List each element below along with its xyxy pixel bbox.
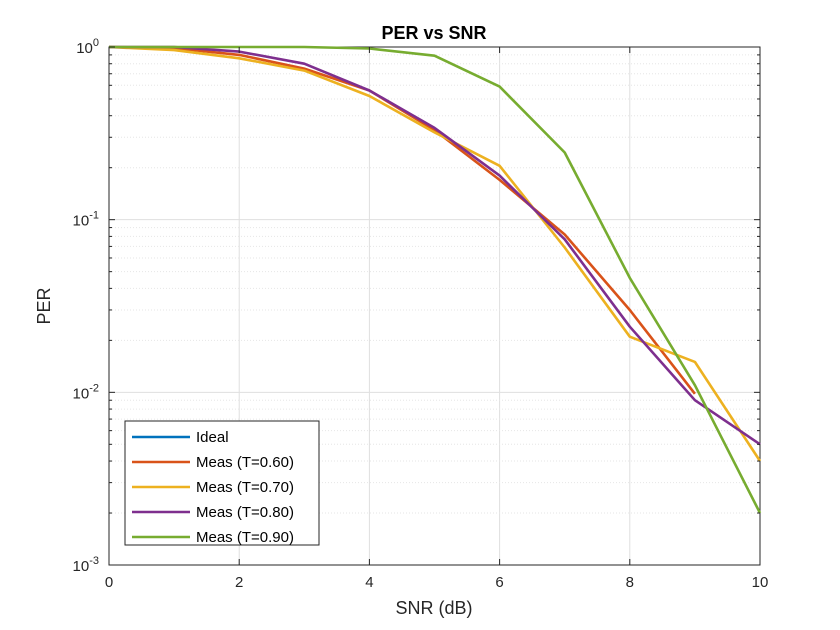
x-tick-label: 6 (495, 574, 503, 591)
legend-label-2: Meas (T=0.60) (196, 454, 294, 471)
plot-area (108, 46, 761, 566)
legend-label-5: Meas (T=0.90) (196, 529, 294, 546)
legend-label-3: Meas (T=0.70) (196, 479, 294, 496)
x-tick-label: 10 (752, 574, 769, 591)
y-tick-label: 100 (76, 37, 99, 57)
y-tick-label: 10-1 (73, 210, 99, 230)
y-tick-label: 10-3 (73, 555, 99, 575)
series-layer (108, 45, 762, 514)
series-line-3 (108, 45, 762, 462)
x-tick-label: 8 (626, 574, 634, 591)
x-tick-label: 0 (105, 574, 113, 591)
tick-layer: 0 2 4 6 8 10 100 10-1 10-2 10-3 (73, 37, 769, 591)
y-axis-label: PER (34, 287, 54, 324)
legend-label-1: Ideal (196, 429, 229, 446)
y-tick-label: 10-2 (73, 382, 99, 402)
x-tick-label: 4 (365, 574, 373, 591)
series-line-5 (109, 45, 762, 514)
x-tick-label: 2 (235, 574, 243, 591)
legend-box (124, 420, 320, 546)
chart-title: PER vs SNR (381, 23, 486, 43)
legend: Ideal Meas (T=0.60) Meas (T=0.70) Meas (T=0… (124, 420, 320, 546)
x-axis-label: SNR (dB) (395, 598, 472, 618)
legend-label-4: Meas (T=0.80) (196, 504, 294, 521)
series-line-4 (109, 45, 761, 446)
